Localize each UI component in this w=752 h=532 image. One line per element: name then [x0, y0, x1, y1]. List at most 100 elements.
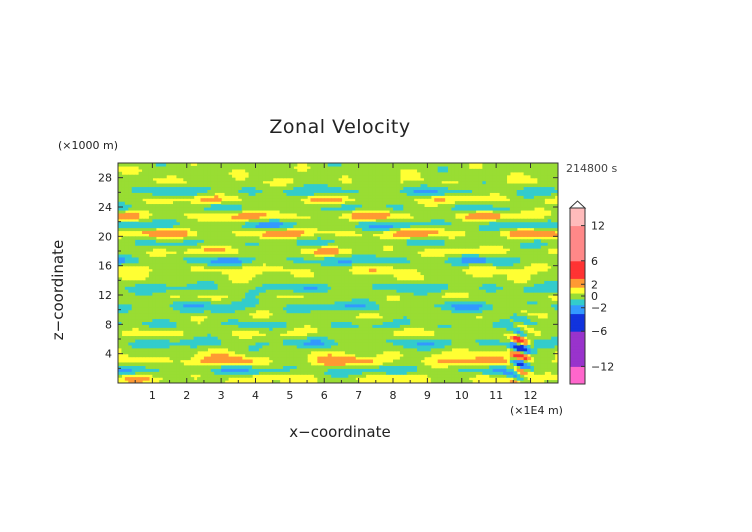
heatmap-cell	[283, 271, 288, 276]
heatmap-cell	[159, 347, 164, 352]
heatmap-cell	[313, 233, 318, 237]
heatmap-cell	[173, 324, 178, 328]
heatmap-cell	[228, 280, 233, 284]
heatmap-cell	[272, 295, 277, 299]
heatmap-cell	[300, 239, 305, 243]
heatmap-cell	[276, 192, 281, 196]
heatmap-cell	[214, 341, 219, 346]
heatmap-cell	[365, 274, 370, 278]
heatmap-cell	[355, 333, 360, 337]
heatmap-cell	[248, 344, 253, 349]
heatmap-cell	[382, 192, 387, 196]
heatmap-cell	[320, 251, 325, 255]
heatmap-cell	[355, 165, 360, 170]
heatmap-cell	[320, 207, 325, 211]
heatmap-cell	[190, 209, 195, 214]
heatmap-cell	[224, 356, 229, 361]
heatmap-cell	[255, 318, 260, 322]
heatmap-cell	[197, 280, 202, 284]
heatmap-cell	[317, 336, 322, 340]
heatmap-cell	[362, 183, 367, 188]
heatmap-cell	[379, 239, 384, 243]
heatmap-cell	[183, 309, 188, 314]
heatmap-cell	[279, 245, 284, 249]
heatmap-cell	[128, 341, 133, 346]
heatmap-cell	[375, 283, 380, 287]
heatmap-cell	[203, 207, 208, 211]
heatmap-cell	[248, 189, 253, 193]
heatmap-cell	[159, 300, 164, 305]
heatmap-cell	[372, 198, 377, 202]
heatmap-cell	[272, 315, 277, 320]
heatmap-cell	[334, 365, 339, 369]
heatmap-cell	[131, 295, 136, 299]
heatmap-cell	[279, 230, 284, 234]
heatmap-cell	[245, 239, 250, 243]
heatmap-cell	[317, 368, 322, 372]
heatmap-cell	[351, 163, 356, 167]
heatmap-cell	[200, 242, 205, 246]
heatmap-cell	[234, 283, 239, 287]
heatmap-cell	[324, 309, 329, 314]
heatmap-cell	[124, 201, 129, 205]
heatmap-cell	[393, 224, 398, 229]
heatmap-cell	[365, 371, 370, 375]
heatmap-cell	[293, 177, 298, 182]
heatmap-cell	[155, 362, 160, 366]
heatmap-cell	[258, 303, 263, 308]
heatmap-cell	[348, 253, 353, 258]
heatmap-cell	[355, 174, 360, 179]
heatmap-cell	[145, 321, 150, 325]
heatmap-cell	[221, 321, 226, 325]
heatmap-cell	[313, 218, 318, 223]
heatmap-cell	[179, 371, 184, 375]
heatmap-cell	[176, 300, 181, 305]
heatmap-cell	[262, 271, 267, 276]
heatmap-cell	[255, 256, 260, 261]
heatmap-cell	[162, 324, 167, 328]
heatmap-cell	[228, 327, 233, 331]
heatmap-cell	[200, 374, 205, 378]
heatmap-cell	[320, 377, 325, 381]
heatmap-cell	[389, 333, 394, 337]
heatmap-cell	[393, 183, 398, 188]
heatmap-cell	[276, 168, 281, 173]
heatmap-cell	[255, 163, 260, 167]
heatmap-cell	[135, 248, 140, 252]
heatmap-cell	[145, 163, 150, 167]
heatmap-cell	[399, 324, 404, 328]
heatmap-cell	[203, 339, 208, 343]
heatmap-cell	[252, 163, 257, 167]
heatmap-cell	[245, 215, 250, 220]
heatmap-cell	[238, 201, 243, 205]
heatmap-cell	[317, 165, 322, 170]
heatmap-cell	[173, 168, 178, 173]
heatmap-cell	[183, 186, 188, 190]
heatmap-cell	[197, 256, 202, 261]
heatmap-cell	[320, 286, 325, 290]
heatmap-cell	[348, 209, 353, 214]
heatmap-cell	[393, 265, 398, 270]
heatmap-cell	[197, 174, 202, 179]
heatmap-cell	[375, 365, 380, 369]
heatmap-cell	[138, 292, 143, 296]
heatmap-cell	[317, 245, 322, 249]
heatmap-cell	[324, 259, 329, 264]
heatmap-cell	[228, 186, 233, 190]
heatmap-cell	[265, 218, 270, 223]
heatmap-cell	[159, 362, 164, 366]
heatmap-cell	[375, 171, 380, 176]
heatmap-cell	[338, 292, 343, 296]
heatmap-cell	[344, 209, 349, 214]
heatmap-cell	[138, 245, 143, 249]
heatmap-cell	[245, 248, 250, 252]
heatmap-cell	[375, 341, 380, 346]
heatmap-cell	[193, 262, 198, 267]
heatmap-cell	[307, 277, 312, 281]
heatmap-cell	[389, 171, 394, 176]
heatmap-cell	[128, 198, 133, 202]
heatmap-cell	[355, 224, 360, 229]
heatmap-cell	[310, 192, 315, 196]
heatmap-cell	[393, 303, 398, 308]
heatmap-cell	[362, 201, 367, 205]
